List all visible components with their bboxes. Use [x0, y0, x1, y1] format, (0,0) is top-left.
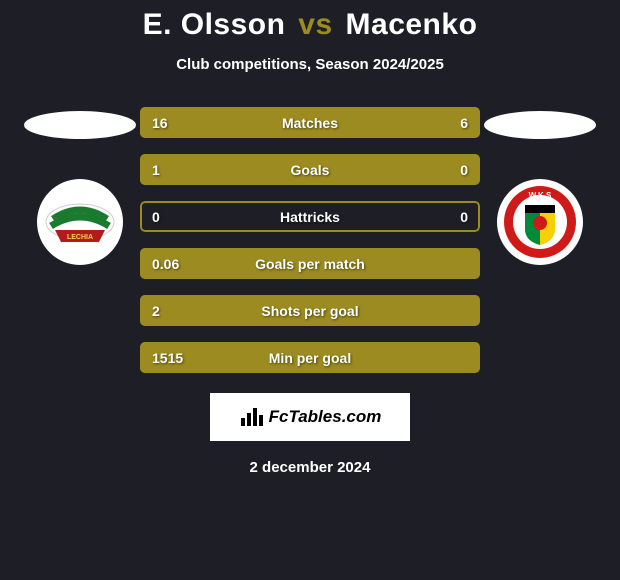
lechia-badge-icon: LECHIA: [45, 194, 115, 250]
stat-bar: 166Matches: [140, 107, 480, 138]
player1-club-badge: LECHIA: [37, 179, 123, 265]
svg-text:W.K.S: W.K.S: [529, 191, 552, 200]
svg-text:LECHIA: LECHIA: [67, 234, 93, 241]
comparison-main: LECHIA 166Matches 10Goals 00Hattricks 0.06G…: [0, 107, 620, 373]
subtitle: Club competitions, Season 2024/2025: [176, 56, 444, 73]
player1-silhouette: [24, 111, 136, 139]
stat-bar: 1515Min per goal: [140, 342, 480, 373]
stat-label: Goals: [140, 154, 480, 185]
right-side-column: W.K.S: [480, 107, 600, 373]
stat-bar: 0.06Goals per match: [140, 248, 480, 279]
stat-label: Min per goal: [140, 342, 480, 373]
stat-label: Matches: [140, 107, 480, 138]
date-text: 2 december 2024: [250, 459, 371, 476]
fctables-logo: FcTables.com: [210, 393, 410, 441]
player1-name: E. Olsson: [143, 8, 286, 41]
left-side-column: LECHIA: [20, 107, 140, 373]
player2-name: Macenko: [346, 8, 478, 41]
stat-bars: 166Matches 10Goals 00Hattricks 0.06Goals pe…: [140, 107, 480, 373]
comparison-title: E. Olsson vs Macenko: [143, 8, 478, 42]
player2-silhouette: [484, 111, 596, 139]
stat-label: Shots per goal: [140, 295, 480, 326]
stat-bar: 00Hattricks: [140, 201, 480, 232]
stat-bar: 2Shots per goal: [140, 295, 480, 326]
player2-club-badge: W.K.S: [497, 179, 583, 265]
stat-bar: 10Goals: [140, 154, 480, 185]
logo-text: FcTables.com: [269, 407, 382, 427]
vs-text: vs: [298, 8, 332, 41]
bars-icon: [239, 406, 265, 428]
stat-label: Hattricks: [140, 201, 480, 232]
slask-badge-icon: W.K.S: [503, 185, 577, 259]
stat-label: Goals per match: [140, 248, 480, 279]
